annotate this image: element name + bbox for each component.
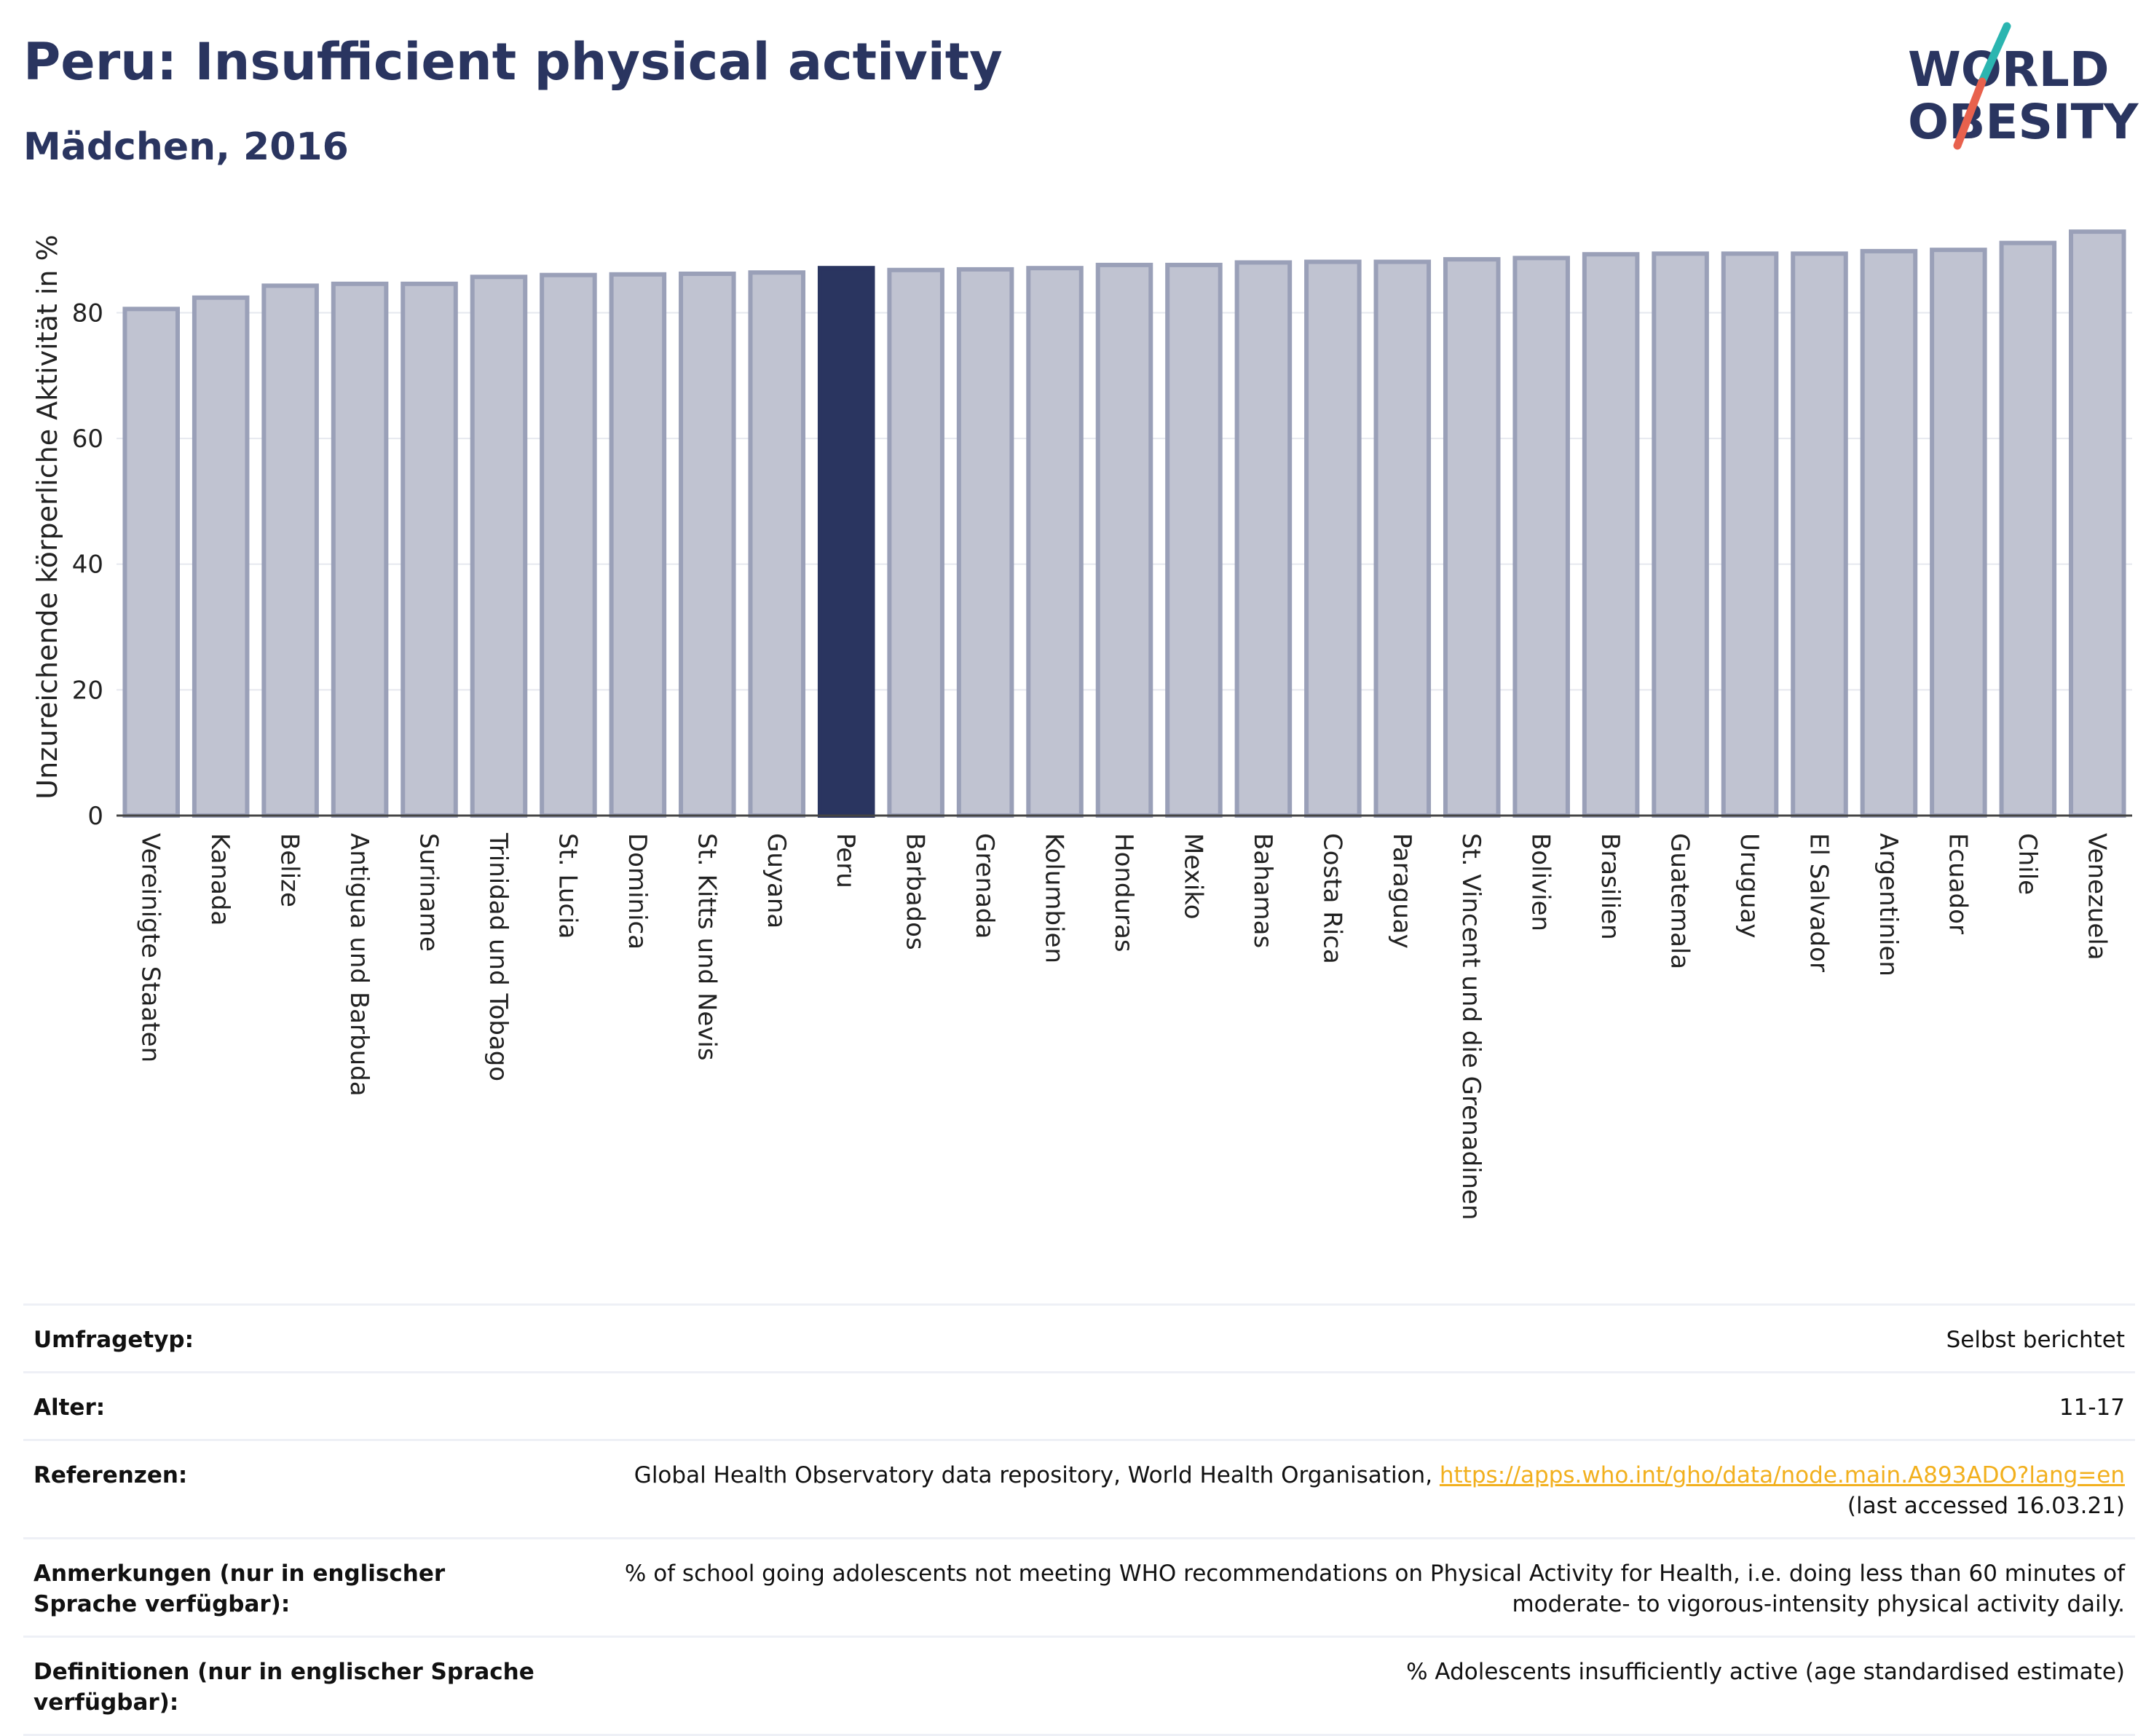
x-axis-ticks: Vereinigte Staaten Kanada Belize Antigua un… bbox=[136, 832, 2112, 1220]
x-tick-label: El Salvador bbox=[1804, 833, 1833, 972]
page-title: Peru: Insufficient physical activity bbox=[23, 32, 1003, 92]
bar bbox=[679, 271, 736, 818]
y-tick-label: 20 bbox=[72, 676, 103, 705]
x-tick-label: Paraguay bbox=[1387, 833, 1416, 949]
bar bbox=[1026, 266, 1084, 818]
info-row-survey-type: Umfragetyp: Selbst berichtet bbox=[23, 1303, 2135, 1371]
x-tick-label: Argentinien bbox=[1874, 833, 1903, 976]
x-tick-label: Belize bbox=[275, 833, 304, 907]
x-tick-label: St. Kitts und Nevis bbox=[692, 833, 721, 1061]
y-axis-ticks: 0 20 40 60 80 bbox=[72, 299, 103, 831]
bar bbox=[331, 281, 389, 818]
bar bbox=[2069, 229, 2126, 818]
x-tick-label: Venezuela bbox=[2082, 833, 2111, 960]
bar bbox=[1652, 251, 1709, 818]
x-tick-label: Bahamas bbox=[1248, 833, 1277, 948]
x-tick-label: Grenada bbox=[970, 833, 999, 939]
bar bbox=[540, 272, 597, 818]
info-label: Definitionen (nur in englischer Sprache … bbox=[33, 1659, 534, 1716]
bar bbox=[1165, 262, 1223, 818]
x-tick-label: Guatemala bbox=[1665, 833, 1695, 969]
page-subtitle: Mädchen, 2016 bbox=[23, 125, 349, 169]
info-value: % Adolescents insufficiently active (age… bbox=[1406, 1659, 2125, 1685]
x-tick-label: Trinidad und Tobago bbox=[484, 832, 513, 1081]
x-tick-label: Costa Rica bbox=[1317, 833, 1346, 964]
bar bbox=[1582, 252, 1640, 818]
info-value: % of school going adolescents not meetin… bbox=[624, 1561, 2125, 1617]
x-tick-label: Guyana bbox=[762, 833, 791, 928]
bar bbox=[1234, 260, 1293, 818]
bars bbox=[122, 229, 2126, 818]
x-tick-label: Dominica bbox=[623, 833, 652, 950]
x-tick-label: Barbados bbox=[901, 833, 930, 950]
bar bbox=[1095, 262, 1153, 818]
x-tick-label: Ecuador bbox=[1943, 833, 1972, 934]
x-tick-label: Suriname bbox=[414, 833, 443, 952]
logo-slash-top bbox=[1978, 22, 2011, 86]
info-value-references: Global Health Observatory data repositor… bbox=[543, 1460, 2125, 1521]
reference-accessed: (last accessed 16.03.21) bbox=[1847, 1493, 2125, 1519]
x-tick-label: Kanada bbox=[205, 833, 234, 926]
y-tick-label: 40 bbox=[72, 551, 103, 580]
bar bbox=[1512, 256, 1570, 818]
info-row-references: Referenzen: Global Health Observatory da… bbox=[23, 1439, 2135, 1537]
y-tick-label: 0 bbox=[87, 802, 103, 831]
info-label: Referenzen: bbox=[33, 1462, 188, 1488]
bar-highlighted bbox=[817, 266, 875, 818]
x-tick-label: Mexiko bbox=[1178, 833, 1207, 920]
logo-line2: OBESITY bbox=[1908, 94, 2139, 150]
reference-text: Global Health Observatory data repositor… bbox=[634, 1462, 1433, 1488]
x-tick-label: Kolumbien bbox=[1040, 833, 1069, 963]
x-tick-label: Honduras bbox=[1109, 833, 1138, 952]
x-tick-label: Uruguay bbox=[1735, 833, 1764, 939]
bar bbox=[609, 272, 667, 818]
x-tick-label: St. Lucia bbox=[553, 833, 582, 939]
x-tick-label: Peru bbox=[831, 833, 860, 888]
bar bbox=[1304, 259, 1362, 818]
bar bbox=[401, 281, 458, 818]
info-table: Umfragetyp: Selbst berichtet Alter: 11-1… bbox=[23, 1303, 2135, 1736]
y-tick-label: 60 bbox=[72, 425, 103, 454]
bar-chart: 0 20 40 60 80 Vereinigte Staaten Kanada Belize… bbox=[31, 229, 2132, 1220]
info-label: Alter: bbox=[33, 1394, 106, 1421]
x-tick-label: Vereinigte Staaten bbox=[136, 833, 165, 1062]
x-tick-label: Brasilien bbox=[1595, 833, 1625, 940]
info-value: Selbst berichtet bbox=[1946, 1327, 2125, 1353]
bar bbox=[261, 283, 319, 818]
reference-link[interactable]: https://apps.who.int/gho/data/node.main.… bbox=[1439, 1462, 2125, 1488]
info-label: Anmerkungen (nur in englischer Sprache v… bbox=[33, 1561, 446, 1617]
x-tick-label: Antigua und Barbuda bbox=[344, 833, 374, 1097]
bar bbox=[192, 295, 250, 818]
bar bbox=[122, 307, 180, 818]
info-label: Umfragetyp: bbox=[33, 1327, 194, 1353]
bar bbox=[956, 267, 1014, 818]
info-row-notes: Anmerkungen (nur in englischer Sprache v… bbox=[23, 1537, 2135, 1636]
bar bbox=[1999, 240, 2057, 818]
bar bbox=[1860, 248, 1918, 818]
y-axis-label: Unzureichende körperliche Aktivität in % bbox=[31, 234, 63, 799]
bar bbox=[887, 267, 944, 818]
info-value: 11-17 bbox=[2059, 1394, 2125, 1421]
logo-line1: WORLD bbox=[1908, 42, 2110, 98]
bar bbox=[1930, 248, 1987, 818]
x-tick-label: Bolivien bbox=[1526, 833, 1555, 931]
bar bbox=[1373, 259, 1432, 818]
x-tick-label: Chile bbox=[2013, 833, 2042, 895]
info-row-definitions: Definitionen (nur in englischer Sprache … bbox=[23, 1636, 2135, 1736]
logo-slash-bottom bbox=[1953, 77, 1987, 150]
y-tick-label: 80 bbox=[72, 299, 103, 328]
world-obesity-logo: WORLD OBESITY bbox=[1908, 22, 2139, 150]
info-row-age: Alter: 11-17 bbox=[23, 1371, 2135, 1439]
x-tick-label: St. Vincent und die Grenadinen bbox=[1456, 833, 1486, 1220]
bar bbox=[748, 270, 806, 818]
bar bbox=[1791, 251, 1848, 818]
bar bbox=[470, 275, 528, 818]
bar bbox=[1721, 251, 1779, 818]
bar bbox=[1443, 257, 1501, 818]
